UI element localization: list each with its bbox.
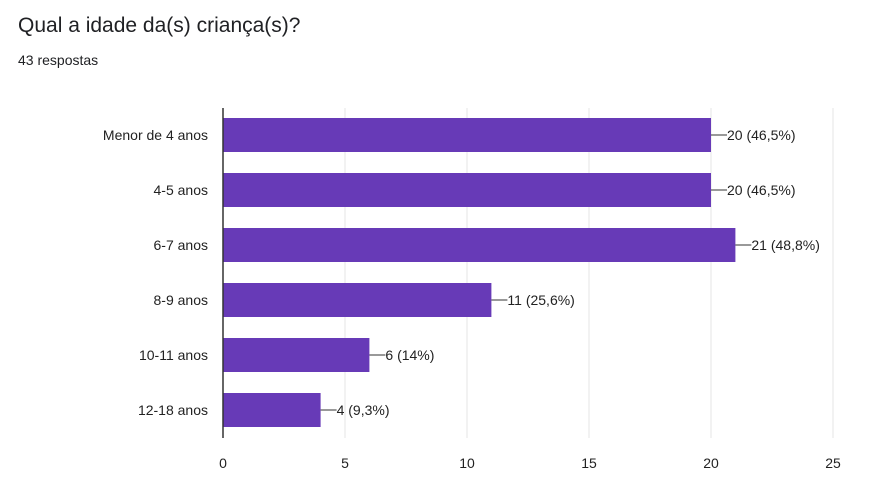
category-label: 8-9 anos [154,292,208,308]
bar [223,173,711,207]
x-tick-label: 20 [703,455,719,471]
bars [223,118,736,427]
bar [223,118,711,152]
bar [223,393,321,427]
category-label: 10-11 anos [139,347,208,363]
category-label: 12-18 anos [138,402,208,418]
data-label: 20 (46,5%) [727,127,795,143]
bar [223,283,492,317]
bar [223,338,370,372]
category-label: 4-5 anos [154,182,208,198]
data-label: 4 (9,3%) [337,402,390,418]
x-tick-label: 0 [219,455,227,471]
x-tick-label: 15 [581,455,597,471]
response-count: 43 respostas [18,52,99,68]
question-title: Qual a idade da(s) criança(s)? [18,14,301,37]
x-tick-label: 25 [825,455,841,471]
category-label: 6-7 anos [154,237,208,253]
bar [223,228,736,262]
x-tick-label: 5 [341,455,349,471]
category-label: Menor de 4 anos [103,127,208,143]
x-tick-label: 10 [459,455,475,471]
labels: 0 5 10 15 20 25 Menor de 4 anos 20 (46,5%) 4-5 a… [103,127,841,471]
grid-lines [344,108,834,438]
data-label: 21 (48,8%) [751,237,819,253]
data-label: 6 (14%) [385,347,434,363]
data-label: 11 (25,6%) [507,292,574,308]
data-label: 20 (46,5%) [727,182,795,198]
